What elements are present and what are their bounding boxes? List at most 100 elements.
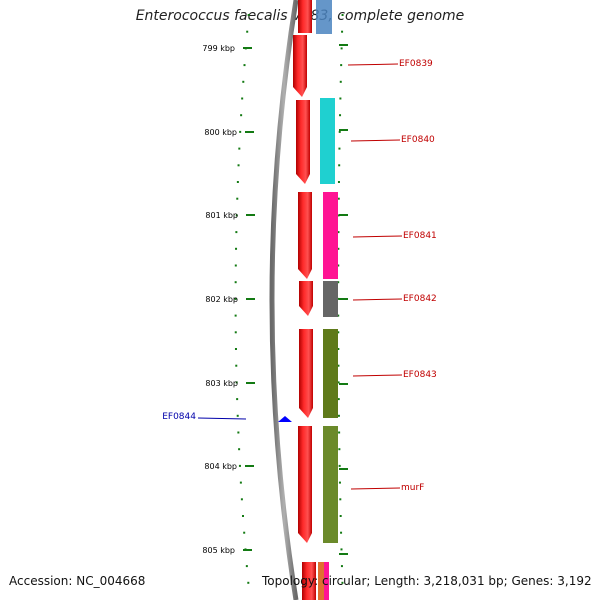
minor-tick-left — [235, 214, 238, 217]
minor-tick-right — [340, 47, 343, 50]
gene-labels: EF0839 EF0840 EF0841 EF0842 EF0843 murF EF0844 — [162, 59, 437, 493]
minor-tick-left — [247, 14, 250, 16]
minor-tick-right — [337, 398, 340, 401]
label-leader — [197, 417, 247, 420]
minor-tick-left — [243, 64, 246, 67]
minor-tick-right — [340, 548, 343, 551]
minor-tick-right — [337, 214, 340, 217]
gene-label-ef0842: EF0842 — [403, 294, 437, 304]
minor-tick-left — [238, 448, 241, 451]
label-leader — [352, 235, 403, 238]
major-tick — [246, 298, 255, 300]
minor-tick-left — [238, 464, 241, 467]
major-tick — [243, 549, 252, 551]
topology-text: Topology: circular; Length: 3,218,031 bp… — [262, 574, 592, 588]
minor-tick-right — [338, 147, 341, 150]
cds-arrow — [299, 281, 313, 316]
minor-tick-left — [234, 264, 237, 267]
minor-tick-left — [235, 364, 238, 367]
minor-tick-left — [234, 331, 237, 334]
major-tick — [339, 298, 348, 300]
minor-tick-right — [338, 448, 341, 451]
minor-tick-left — [234, 297, 237, 300]
minor-tick-right — [337, 364, 340, 367]
minor-tick-right — [341, 14, 344, 16]
cog-block-partial — [316, 0, 332, 34]
cds-track — [278, 0, 316, 600]
minor-tick-right — [338, 130, 341, 133]
minor-tick-right — [337, 247, 340, 250]
major-tick — [339, 383, 348, 385]
cds-arrow-reverse — [278, 416, 292, 422]
minor-tick-right — [337, 197, 340, 200]
cds-arrow — [299, 329, 313, 418]
minor-tick-left — [240, 498, 243, 501]
minor-tick-right — [339, 97, 342, 100]
cog-block-partial — [324, 562, 329, 600]
accession-text: Accession: NC_004668 — [9, 574, 146, 588]
cds-arrow — [296, 100, 310, 184]
minor-tick-left — [235, 381, 238, 384]
gene-label-murf: murF — [401, 483, 424, 493]
minor-tick-left — [245, 565, 248, 568]
minor-tick-left — [240, 114, 243, 117]
minor-tick-left — [241, 515, 244, 517]
label-leader — [350, 487, 401, 490]
major-tick — [246, 382, 255, 384]
minor-tick-right — [341, 581, 344, 584]
label-leader — [350, 139, 401, 142]
minor-tick-left — [234, 314, 237, 317]
major-tick — [246, 214, 255, 216]
minor-tick-left — [236, 181, 239, 183]
coordinate-label: 800 kbp — [204, 128, 237, 137]
minor-tick-right — [339, 498, 342, 501]
minor-tick-left — [235, 247, 238, 250]
major-tick — [339, 553, 348, 555]
minor-tick-left — [236, 398, 239, 401]
minor-tick-left — [239, 481, 242, 484]
minor-tick-right — [337, 381, 340, 384]
minor-tick-left — [247, 581, 250, 584]
major-tick — [339, 214, 348, 216]
gene-label-ef0843: EF0843 — [403, 370, 437, 380]
minor-tick-right — [340, 64, 343, 67]
cds-arrow-partial — [298, 0, 312, 33]
minor-tick-right — [337, 348, 340, 350]
minor-tick-left — [241, 97, 244, 100]
minor-tick-left — [236, 197, 239, 200]
gene-label-ef0841: EF0841 — [403, 231, 437, 241]
major-tick — [245, 465, 254, 467]
cog-block — [323, 281, 338, 317]
cog-block — [323, 426, 338, 543]
minor-tick-right — [340, 531, 343, 534]
cog-block — [323, 329, 338, 418]
minor-tick-right — [338, 464, 341, 467]
minor-tick-right — [337, 331, 340, 334]
minor-tick-left — [237, 431, 240, 434]
cog-block — [320, 98, 335, 184]
label-leader — [352, 298, 403, 301]
minor-tick-left — [234, 348, 237, 350]
minor-tick-left — [246, 30, 249, 33]
minor-tick-right — [339, 515, 342, 517]
minor-tick-right — [339, 80, 342, 83]
coordinate-label: 802 kbp — [205, 295, 238, 304]
coordinate-label: 805 kbp — [202, 546, 235, 555]
minor-tick-right — [338, 481, 341, 484]
minor-tick-right — [337, 414, 340, 417]
coordinate-label: 803 kbp — [205, 379, 238, 388]
cog-track — [316, 0, 338, 600]
minor-tick-left — [242, 80, 245, 83]
coordinate-ticks — [234, 14, 348, 584]
minor-tick-right — [337, 281, 340, 284]
genome-backbone — [269, 0, 299, 600]
cds-arrow-partial — [302, 562, 316, 600]
minor-tick-right — [337, 264, 340, 267]
major-tick — [339, 129, 348, 131]
major-tick — [245, 131, 254, 133]
minor-tick-right — [337, 297, 340, 300]
gene-label-ef0839: EF0839 — [399, 59, 433, 69]
label-leader — [352, 374, 403, 377]
cds-arrow — [293, 35, 307, 97]
